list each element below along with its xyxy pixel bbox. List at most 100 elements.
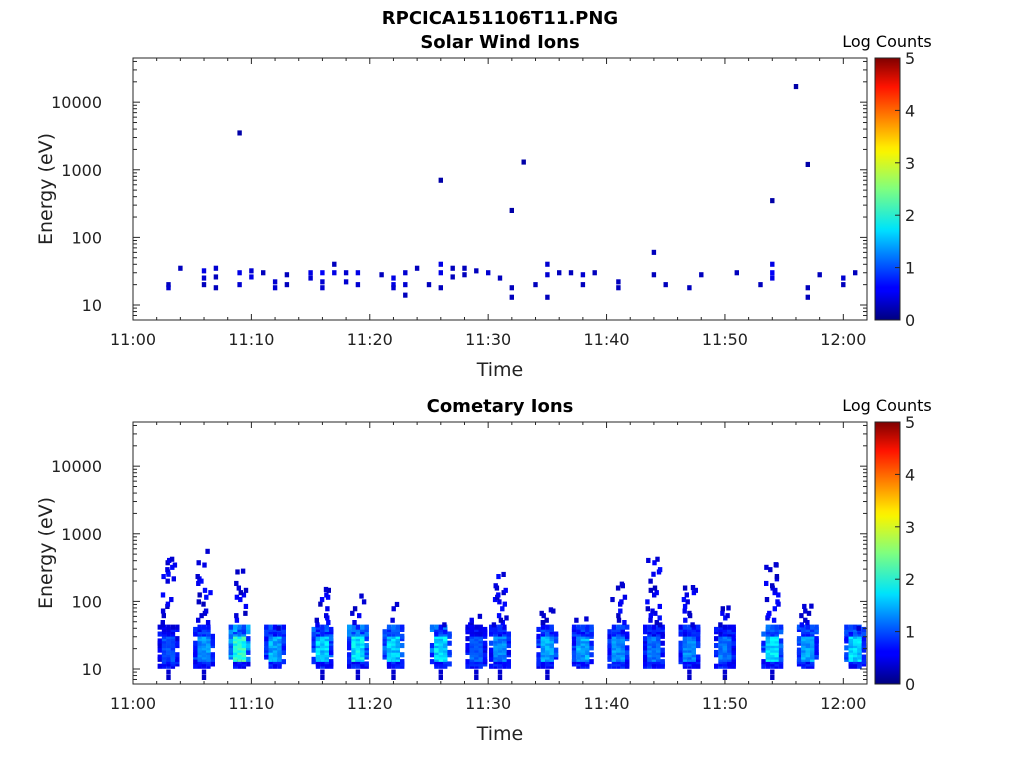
heatmap-cell (493, 583, 498, 589)
heatmap-cell (770, 270, 775, 276)
heatmap-cell (678, 624, 683, 630)
heatmap-cell (347, 645, 352, 651)
heatmap-cell (326, 587, 331, 593)
heatmap-cell (311, 656, 316, 662)
heatmap-cell (429, 643, 435, 649)
heatmap-cell (438, 285, 443, 291)
heatmap-cell (165, 578, 170, 584)
heatmap-cell (723, 615, 728, 621)
heatmap-cell (243, 603, 249, 609)
heatmap-cell (323, 586, 329, 592)
heatmap-cell (509, 207, 514, 213)
heatmap-cell (237, 624, 242, 630)
heatmap-cell (391, 669, 396, 675)
heatmap-cell (557, 270, 562, 276)
heatmap-cell (814, 636, 819, 642)
heatmap-cell (654, 590, 659, 596)
heatmap-cell (625, 654, 630, 660)
heatmap-cell (658, 622, 663, 628)
heatmap-cell (500, 606, 505, 612)
heatmap-cell (450, 274, 455, 280)
heatmap-cell (157, 663, 162, 669)
heatmap-cell (722, 624, 728, 630)
heatmap-cell (643, 624, 648, 630)
heatmap-cell (544, 617, 549, 623)
heatmap-cell (764, 580, 769, 586)
colorbar-ticks: 0 1 2 3 4 5 (895, 49, 915, 330)
heatmap-cell (853, 270, 858, 276)
x-tick-label: 12:00 (820, 330, 866, 349)
heatmap-cell (648, 617, 653, 623)
heatmap-cell (506, 631, 511, 637)
heatmap-cell (276, 625, 281, 631)
heatmap-cell (726, 605, 731, 611)
heatmap-cell (796, 624, 802, 630)
heatmap-cell (799, 613, 804, 619)
heatmap-cell (771, 617, 777, 623)
colorbar-tick-label: 5 (905, 49, 915, 68)
heatmap-cell (233, 624, 238, 630)
heatmap-cell (355, 624, 361, 630)
heatmap-cell (814, 649, 819, 655)
plot-frame (132, 421, 868, 685)
panel-solar-wind: Solar Wind Ions 11:00 11:10 11:20 11:30 11:4… (35, 32, 932, 381)
heatmap-cell (803, 617, 808, 623)
heatmap-cell (391, 285, 396, 291)
heatmap-cell (496, 574, 501, 580)
heatmap-cell (196, 560, 201, 566)
heatmap-cell (620, 624, 625, 630)
heatmap-cell (778, 638, 784, 644)
heatmap-cell (175, 652, 180, 658)
heatmap-cell (506, 643, 511, 649)
heatmap-cell (545, 674, 550, 680)
heatmap-cell (465, 663, 470, 669)
heatmap-cell (568, 270, 574, 276)
heatmap-cell (651, 249, 657, 255)
heatmap-cell (770, 669, 775, 675)
x-tick-label: 11:50 (702, 330, 748, 349)
heatmap-cell (268, 624, 273, 630)
heatmap-cell (610, 597, 615, 603)
heatmap-cell (764, 597, 770, 603)
heatmap-cell (660, 640, 665, 646)
heatmap-cell (165, 567, 170, 573)
heatmap-cell (193, 649, 198, 655)
heatmap-cell (496, 613, 502, 619)
heatmap-cell (536, 633, 541, 639)
heatmap-cell (175, 656, 180, 662)
heatmap-cell (234, 580, 239, 586)
heatmap-cell (615, 585, 621, 591)
heatmap-cell (536, 626, 541, 632)
heatmap-cell (359, 593, 364, 599)
heatmap-cell (682, 608, 687, 614)
heatmap-cell (844, 629, 849, 635)
heatmap-cell (584, 616, 589, 622)
heatmap-cell (722, 669, 728, 675)
heatmap-cell (360, 624, 365, 630)
heatmap-cell (361, 599, 367, 605)
heatmap-cell (497, 624, 503, 630)
heatmap-cell (521, 159, 526, 165)
heatmap-cell (243, 587, 249, 593)
heatmap-cell (660, 647, 665, 653)
heatmap-cell (643, 629, 648, 635)
heatmap-cell (482, 656, 488, 662)
colorbar-tick-label: 0 (905, 675, 915, 694)
heatmap-cell (549, 624, 554, 630)
heatmap-cell (403, 292, 408, 298)
heatmap-cell (175, 636, 180, 642)
heatmap-cell (246, 656, 251, 662)
heatmap-cell (199, 613, 204, 619)
heatmap-cell (352, 620, 357, 626)
heatmap-cell (315, 622, 320, 628)
heatmap-cell (234, 613, 239, 619)
heatmap-cell (551, 608, 556, 614)
figure-title: RPCICA151106T11.PNG (382, 8, 618, 29)
heatmap-cell (805, 161, 810, 167)
heatmap-cell (210, 661, 215, 667)
heatmap-cell (157, 647, 162, 653)
heatmap-cell (571, 624, 577, 630)
heatmap-cell (646, 557, 651, 563)
heatmap-cell (536, 652, 541, 658)
heatmap-cell (504, 615, 509, 621)
